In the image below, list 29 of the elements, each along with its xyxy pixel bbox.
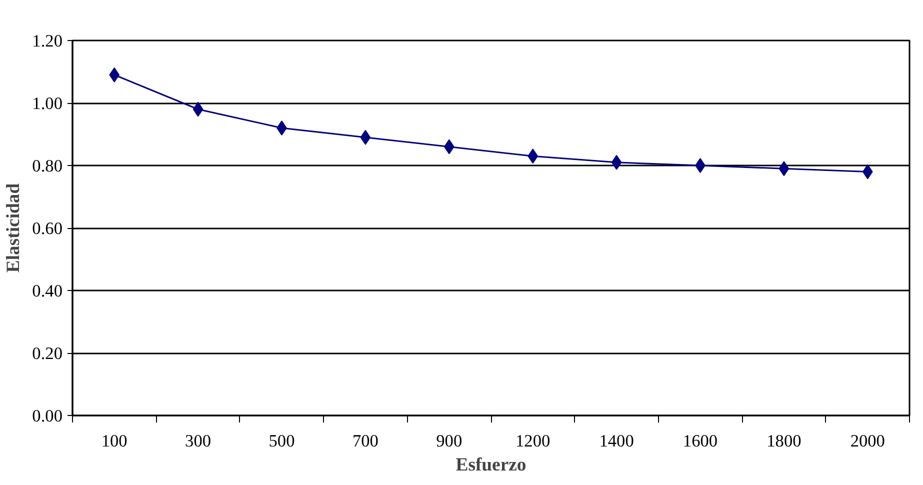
y-tick-label: 1.20 xyxy=(32,32,63,50)
y-tick-label: 1.00 xyxy=(32,94,63,113)
y-tick-label: 0.80 xyxy=(32,156,63,176)
x-tick-label: 300 xyxy=(185,432,212,450)
x-tick-label: 1600 xyxy=(682,432,718,450)
x-tick-label: 500 xyxy=(268,432,295,450)
point xyxy=(778,161,790,176)
x-tick-label: 900 xyxy=(436,432,462,450)
point xyxy=(360,130,371,145)
y-axis-title: Elasticidad xyxy=(3,182,24,273)
y-tick-label: 0.40 xyxy=(32,282,63,300)
point xyxy=(695,158,706,173)
x-tick-label: 1200 xyxy=(516,432,550,450)
y-tick-label: 0.00 xyxy=(32,406,63,426)
x-tick-label: 1400 xyxy=(599,432,634,450)
x-tick-label: 2000 xyxy=(850,432,885,450)
y-tick-label: 0.20 xyxy=(32,344,63,363)
point xyxy=(276,120,287,136)
x-axis-title: Esfuerzo xyxy=(456,454,526,476)
x-tick-label: 1800 xyxy=(766,432,802,450)
x-tick-label: 100 xyxy=(101,432,128,450)
point xyxy=(444,139,454,154)
point xyxy=(109,67,120,82)
point xyxy=(862,164,873,180)
x-tick-label: 700 xyxy=(352,432,378,450)
point xyxy=(611,154,622,170)
y-tick-label: 0.60 xyxy=(32,219,63,238)
point xyxy=(528,148,538,164)
point xyxy=(192,102,204,117)
